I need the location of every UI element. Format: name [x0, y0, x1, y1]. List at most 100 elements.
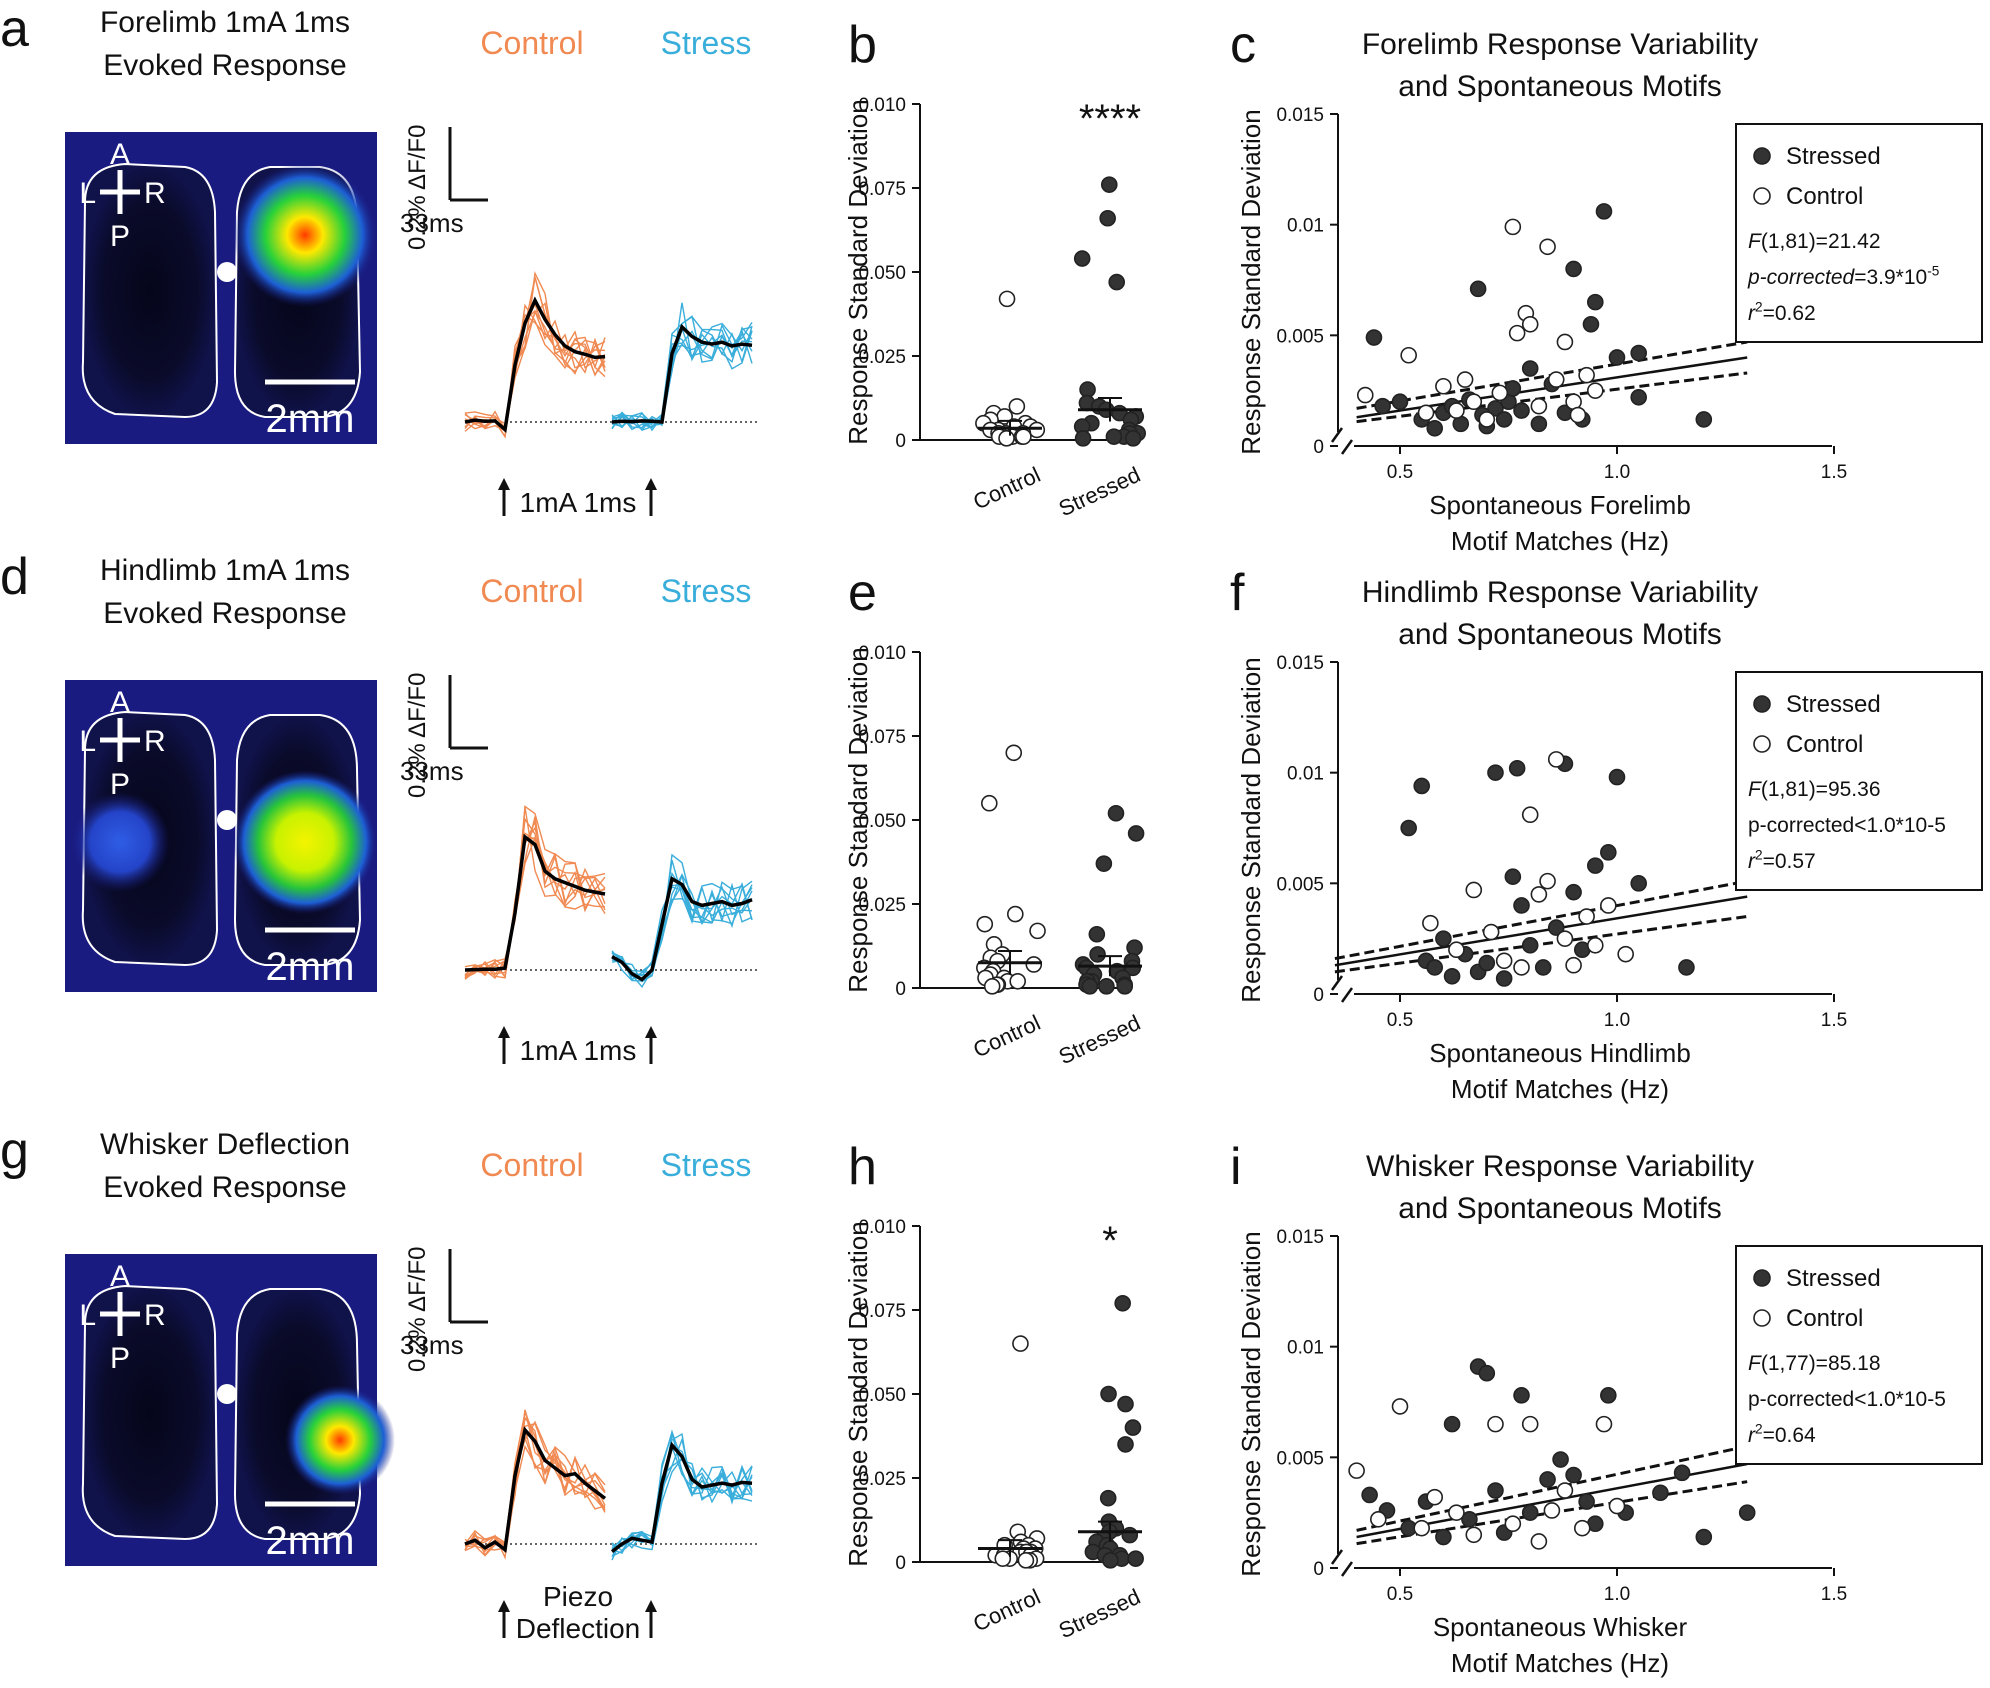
stressed-point: [1413, 777, 1430, 795]
panel-row-0: a b c Forelimb 1mA 1ms Evoked Response A PL R 2m…: [0, 0, 1983, 556]
stressed-point: [1652, 1484, 1669, 1502]
stressed-point: [1469, 280, 1487, 298]
stressed-point: [1508, 759, 1526, 777]
panel-row-1: d e f Hindlimb 1mA 1ms Evoked Response A PL R 2m…: [0, 548, 1983, 1104]
panel-letter: b: [848, 16, 877, 74]
dot-y-tick-label: 0.050: [858, 811, 906, 832]
stats-line: F(1,77)=85.18: [1748, 1352, 1881, 1375]
stats-line: p-corrected=3.9*10-5: [1747, 264, 1940, 289]
legend-stressed-label: Stressed: [1786, 143, 1881, 170]
control-point: [1530, 886, 1548, 903]
orient-a-label: A: [110, 138, 130, 171]
orient-r-label: R: [144, 1299, 166, 1332]
ci-upper-line: [1334, 879, 1748, 961]
scatter-x-tick-label: 1.5: [1821, 1010, 1847, 1031]
stats-line: F(1,81)=21.42: [1748, 230, 1881, 253]
stressed-point: [1443, 1415, 1461, 1433]
orient-l-label: L: [79, 725, 96, 758]
brain-title: Evoked Response: [103, 1171, 347, 1204]
scatter-x-label-line2: Motif Matches (Hz): [1451, 1074, 1669, 1104]
left-hemisphere-outline: [81, 162, 219, 419]
orient-a-label: A: [110, 686, 130, 719]
stressed-point: [1673, 1464, 1691, 1482]
stim-arrow-left: [498, 1600, 510, 1612]
scatter-title-line1: Whisker Response Variability: [1366, 1150, 1754, 1183]
stressed-dot: [1127, 1550, 1144, 1567]
control-trial-trace: [464, 1428, 606, 1551]
trace-stress-label: Stress: [661, 25, 752, 61]
stressed-point: [1513, 402, 1530, 419]
control-mean-trace: [464, 833, 606, 972]
ci-upper-line: [1356, 1444, 1748, 1532]
control-dot: [1029, 922, 1046, 940]
dot-y-tick-label: 0: [895, 431, 906, 452]
control-dot: [1005, 744, 1023, 762]
brain-title: Evoked Response: [103, 597, 347, 630]
control-point: [1391, 1398, 1409, 1415]
control-point: [1448, 402, 1465, 419]
stressed-dot: [1116, 978, 1134, 995]
stressed-dot: [1100, 176, 1118, 193]
control-point: [1587, 937, 1604, 954]
trace-scale-y-label: 0.2% ΔF/F0: [404, 673, 431, 798]
control-point: [1356, 386, 1374, 404]
brain-title: Hindlimb 1mA 1ms: [100, 554, 350, 587]
scatter-y-tick-label: 0: [1313, 985, 1324, 1006]
control-trial-trace: [464, 1420, 606, 1545]
axis-break-icon: [1330, 1549, 1354, 1577]
dot-y-tick-label: 0.075: [858, 179, 906, 200]
panel-letter: d: [0, 548, 29, 606]
stim-arrow-right: [645, 478, 657, 490]
dot-y-tick-label: 0.010: [858, 1217, 906, 1238]
stressed-point: [1534, 959, 1552, 976]
scatter-title-line1: Forelimb Response Variability: [1362, 28, 1758, 61]
scatter-title-line1: Hindlimb Response Variability: [1362, 576, 1758, 609]
dot-y-tick-label: 0: [895, 979, 906, 1000]
stress-trial-trace: [611, 1444, 753, 1557]
control-point: [1521, 315, 1539, 333]
stressed-point: [1374, 397, 1391, 415]
stress-trial-trace: [611, 322, 753, 431]
stressed-point: [1400, 819, 1417, 837]
control-point: [1413, 1519, 1430, 1537]
stressed-point: [1461, 1511, 1478, 1528]
regression-line: [1334, 895, 1748, 967]
orient-r-label: R: [144, 177, 166, 210]
control-trial-trace: [464, 1410, 606, 1552]
stressed-point: [1495, 411, 1513, 428]
stressed-dot: [1099, 209, 1116, 227]
scatter-x-tick-label: 0.5: [1387, 1010, 1413, 1031]
stressed-point: [1539, 1471, 1556, 1488]
control-dot: [1025, 956, 1043, 973]
stressed-point: [1435, 930, 1452, 947]
control-point: [1556, 930, 1574, 947]
orient-p-label: P: [110, 1342, 130, 1375]
scatter-y-tick-label: 0: [1313, 1559, 1324, 1580]
control-point: [1348, 1462, 1365, 1479]
control-point: [1487, 1415, 1504, 1433]
stats-line: p-corrected<1.0*10-5: [1748, 814, 1946, 837]
scatter-y-tick-label: 0.01: [1287, 216, 1324, 237]
trace-scale-y-label: 0.2% ΔF/F0: [404, 1247, 431, 1372]
scatter-x-tick-label: 1.0: [1604, 462, 1630, 483]
control-point: [1422, 914, 1439, 932]
legend-control-marker: [1753, 187, 1771, 205]
stress-trial-trace: [611, 884, 753, 983]
control-point: [1569, 406, 1587, 424]
stressed-point: [1608, 349, 1626, 366]
stressed-point: [1426, 419, 1444, 437]
stats-line: r2=0.57: [1748, 848, 1816, 873]
control-point: [1556, 1482, 1574, 1499]
activation-spot: [70, 792, 170, 892]
stim-arrow-right: [645, 1026, 657, 1038]
stressed-point: [1435, 1528, 1452, 1546]
dot-y-tick-label: 0.010: [858, 95, 906, 116]
stressed-dot: [1100, 1385, 1117, 1403]
stressed-point: [1587, 293, 1604, 311]
legend-stressed-marker: [1753, 147, 1771, 165]
trace-stress-label: Stress: [661, 573, 752, 609]
bregma-dot: [217, 810, 237, 830]
control-dot: [980, 794, 998, 812]
control-point: [1608, 1497, 1626, 1515]
control-point: [1504, 1515, 1522, 1533]
